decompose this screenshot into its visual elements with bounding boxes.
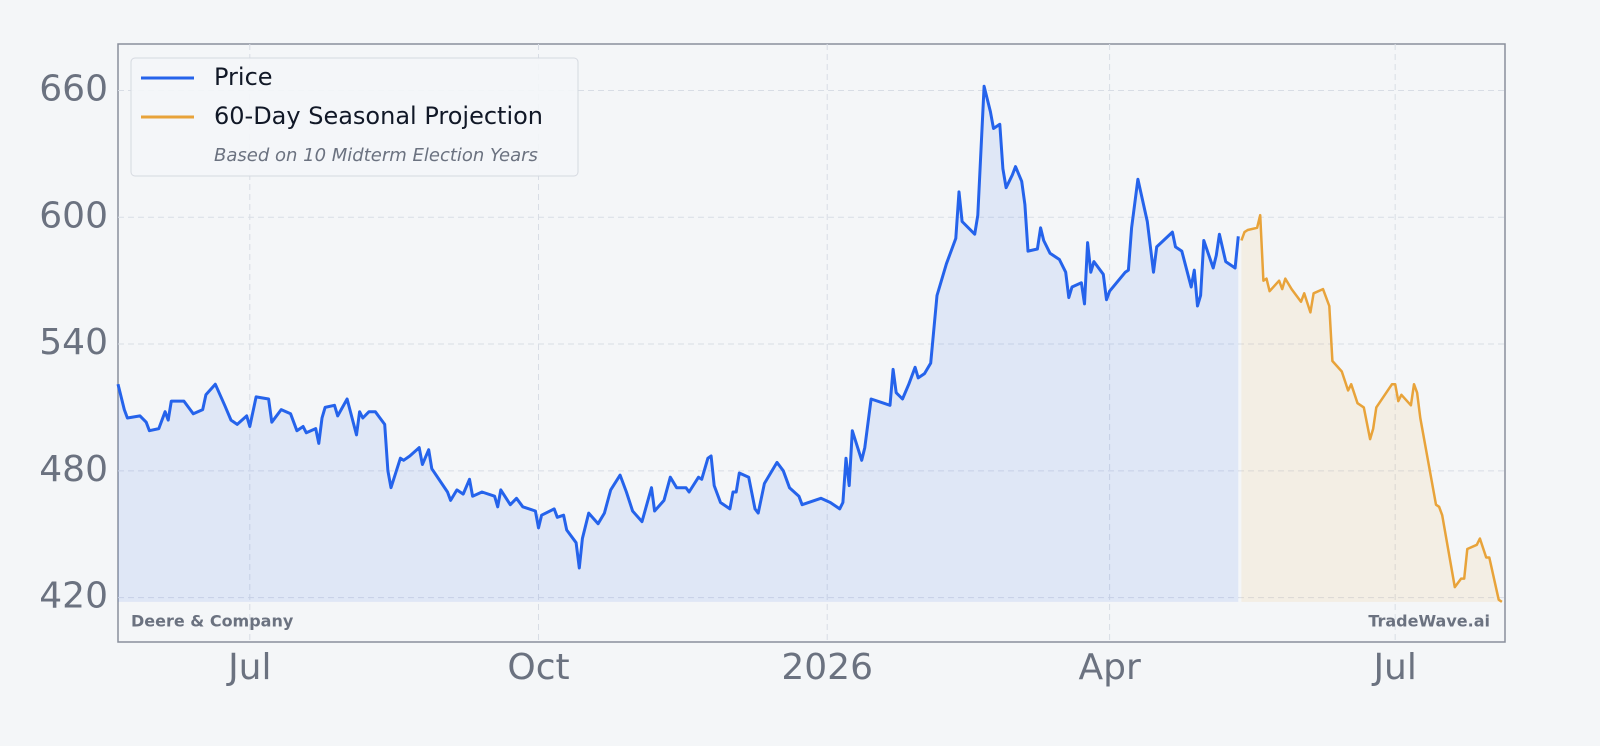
legend: Price 60-Day Seasonal Projection <box>141 63 543 130</box>
x-tick-label: Jul <box>226 647 271 688</box>
grid: 420 480 540 600 660 Jul Oct 2026 Apr Jul <box>39 44 1505 688</box>
x-tick-label: Apr <box>1078 647 1140 688</box>
marks <box>116 84 1503 603</box>
x-tick-label: Jul <box>1371 647 1416 688</box>
series-area <box>1241 215 1502 602</box>
y-tick-label: 660 <box>39 68 108 109</box>
legend-label: 60-Day Seasonal Projection <box>214 102 543 130</box>
legend-label: Price <box>214 63 273 91</box>
y-tick-label: 540 <box>39 322 108 363</box>
company-label: Deere & Company <box>131 612 294 631</box>
x-tick-label: 2026 <box>781 647 873 688</box>
y-tick-label: 600 <box>39 195 108 236</box>
y-tick-label: 480 <box>39 449 108 490</box>
series-line <box>116 84 1240 570</box>
legend-box <box>130 57 579 177</box>
x-tick-label: Oct <box>507 647 569 688</box>
legend-note: Based on 10 Midterm Election Years <box>214 145 538 166</box>
y-tick-label: 420 <box>39 576 108 617</box>
watermark: TradeWave.ai <box>1368 612 1490 631</box>
series-line <box>1240 213 1503 603</box>
